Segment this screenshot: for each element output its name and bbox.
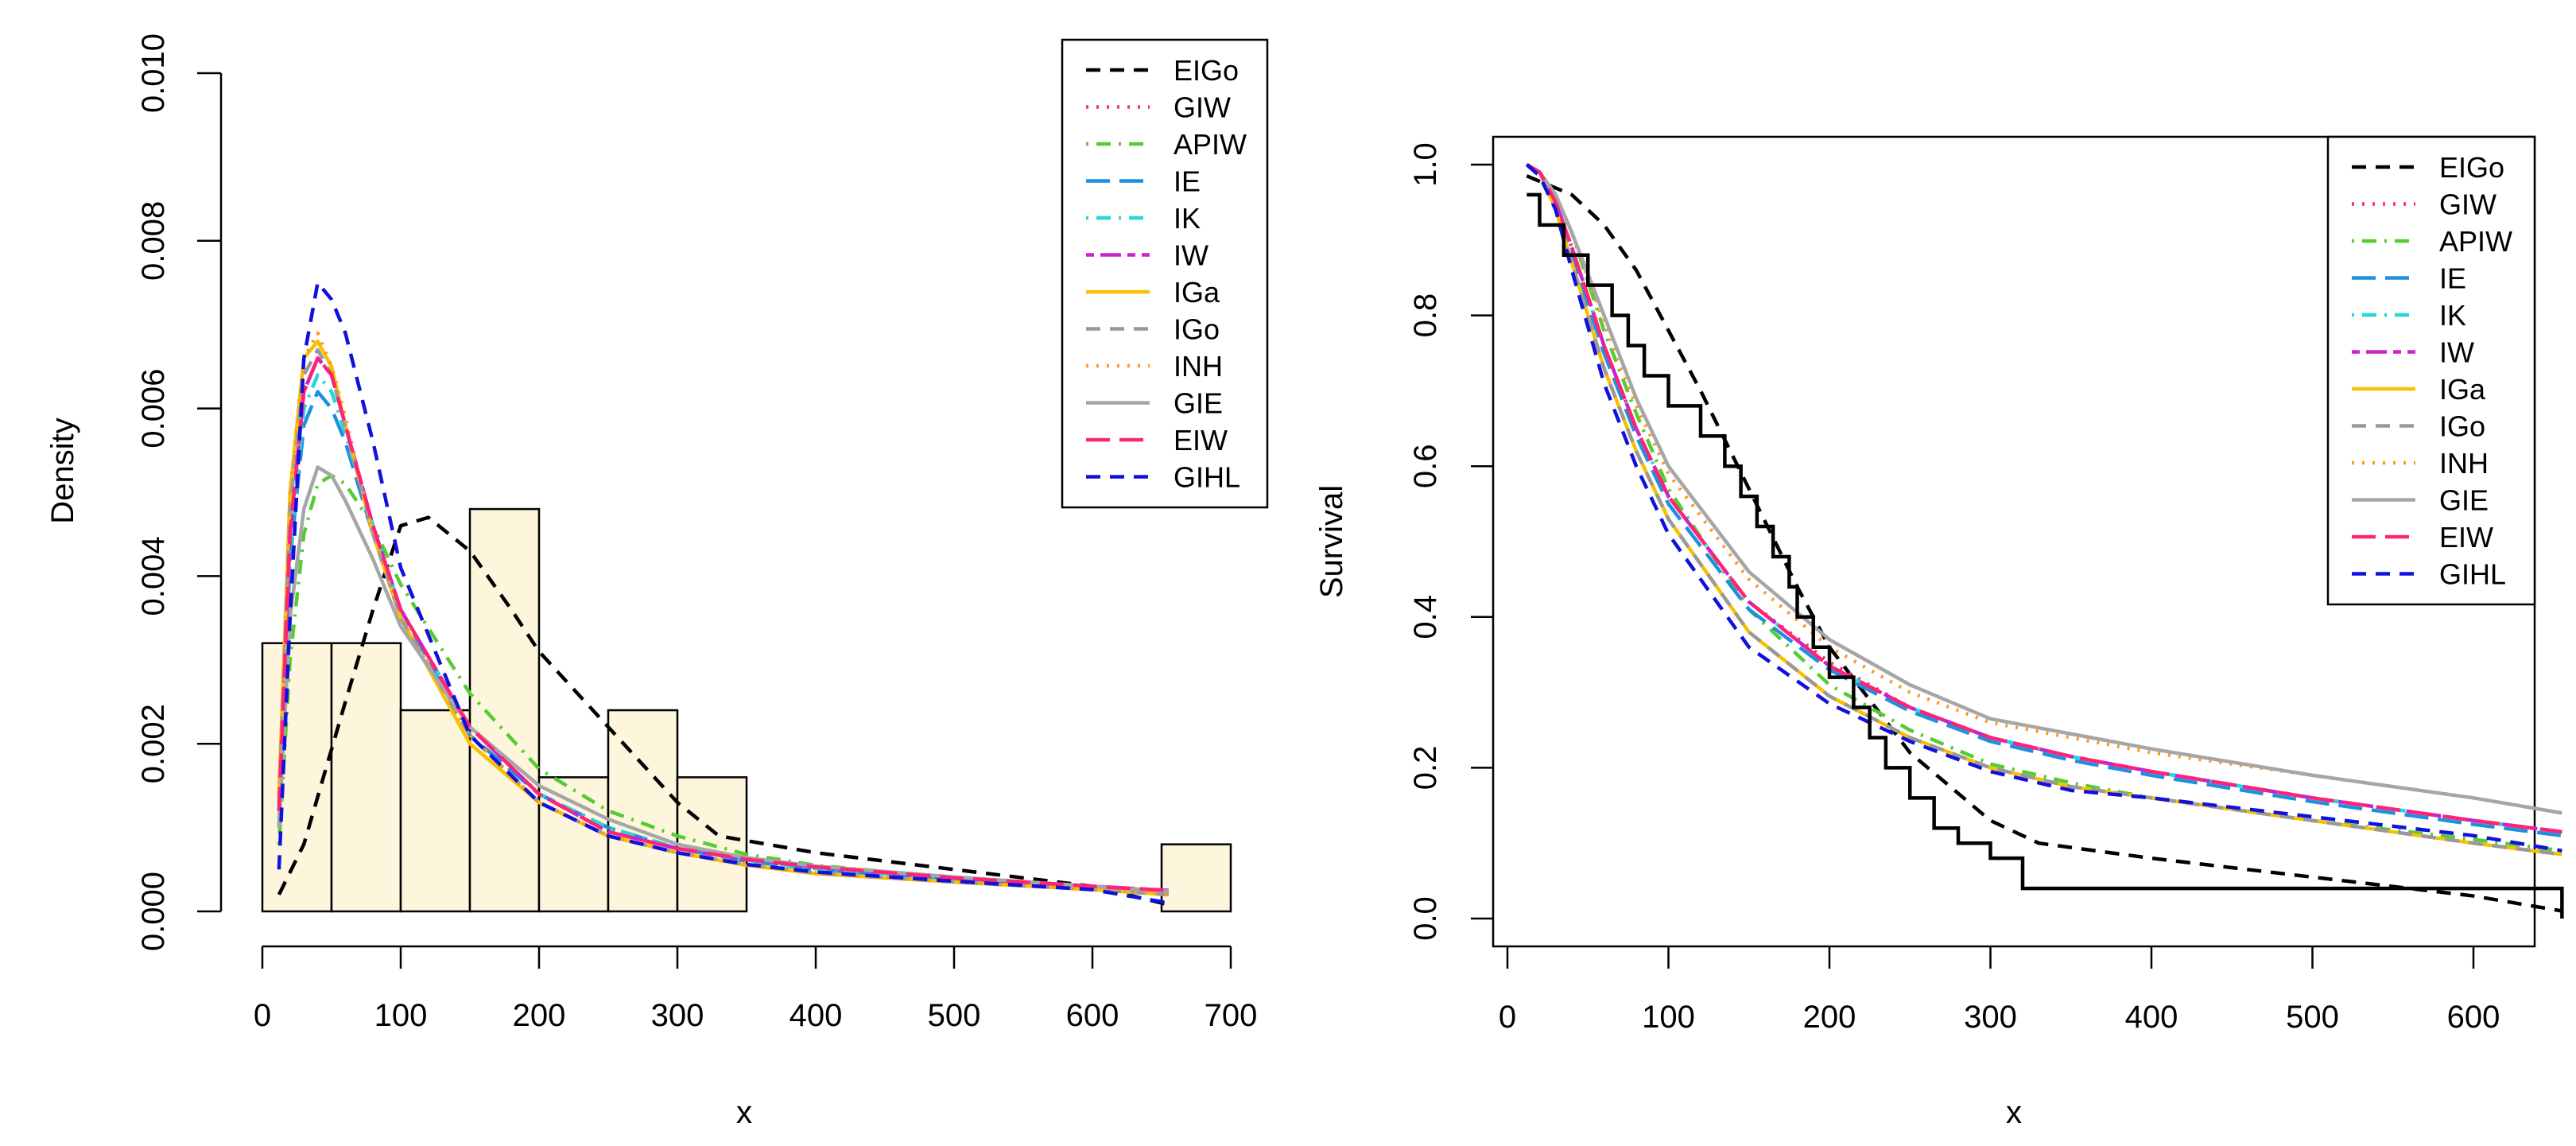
density-y-axis-label: Density (45, 418, 80, 523)
density-legend-label: GIW (1174, 91, 1231, 124)
density-x-axis-label: x (736, 1095, 752, 1130)
density-x-tick-label: 600 (1066, 998, 1119, 1033)
histogram-bar (607, 709, 679, 913)
density-x-tick-label: 300 (651, 998, 704, 1033)
histogram-bar (399, 709, 471, 913)
survival-legend-label: EIW (2439, 521, 2493, 554)
density-legend-label: IE (1174, 165, 1201, 198)
survival-x-tick-label: 600 (2447, 1000, 2500, 1035)
survival-curve-gihl (1525, 163, 2562, 853)
survival-y-tick-label: 0.4 (1408, 595, 1443, 639)
survival-y-tick-label: 0.0 (1408, 896, 1443, 941)
density-x-tick-label: 700 (1205, 998, 1258, 1033)
survival-legend-label: IGa (2439, 373, 2486, 406)
survival-legend-label: GIW (2439, 188, 2496, 221)
density-curve-eiw (277, 356, 1169, 892)
density-y-tick-label: 0.002 (136, 704, 171, 783)
survival-y-tick-label: 1.0 (1408, 142, 1443, 187)
density-panel: 0.000 0.002 0.004 0.006 0.008 0.010 0 100 200 300… (45, 33, 1269, 1130)
survival-legend-label: APIW (2439, 225, 2512, 258)
survival-legend: EIGo GIW APIW IE IK IW IGa IGo INH GIE EIW GIHL (2326, 135, 2536, 606)
survival-legend-label: GIHL (2439, 558, 2506, 591)
density-legend-label: INH (1174, 350, 1223, 383)
survival-legend-label: IGo (2439, 410, 2485, 443)
density-legend-label: EIGo (1174, 54, 1239, 87)
survival-y-tick-label: 0.6 (1408, 444, 1443, 488)
density-axes: 0.000 0.002 0.004 0.006 0.008 0.010 0 100 200 300… (136, 33, 1257, 1033)
density-y-tick-label: 0.008 (136, 201, 171, 281)
density-x-tick-label: 500 (928, 998, 981, 1033)
histogram-bar (261, 642, 333, 913)
density-y-tick-label: 0.004 (136, 536, 171, 616)
survival-y-axis-label: Survival (1314, 485, 1349, 598)
density-x-tick-label: 400 (789, 998, 843, 1033)
density-legend-label: APIW (1174, 128, 1247, 161)
density-legend: EIGo GIW APIW IE IK IW IGa IGo INH GIE EIW GIHL (1061, 38, 1269, 509)
survival-legend-box (2326, 135, 2536, 606)
survival-legend-label: EIGo (2439, 151, 2504, 184)
density-curve-ie (277, 390, 1169, 895)
density-curves (277, 281, 1170, 907)
density-legend-label: IGo (1174, 313, 1220, 346)
density-x-tick-label: 0 (254, 998, 271, 1033)
survival-legend-label: INH (2439, 447, 2489, 480)
density-y-tick-label: 0.010 (136, 33, 171, 113)
density-legend-label: IK (1174, 202, 1201, 235)
survival-curve-gie (1526, 163, 2562, 815)
density-x-tick-label: 100 (374, 998, 428, 1033)
histogram-bar (330, 642, 402, 913)
survival-legend-label: IK (2439, 299, 2466, 332)
survival-axes: 0.0 0.2 0.4 0.6 0.8 1.0 0 100 200 300 400 500 600 (1408, 142, 2500, 1035)
histogram-bar (1160, 843, 1232, 913)
density-curve-inh (277, 331, 1169, 897)
kaplan-meier-curve (1527, 192, 2564, 919)
survival-x-tick-label: 200 (1803, 1000, 1856, 1035)
survival-legend-label: GIE (2439, 484, 2489, 517)
density-curve-apiw (277, 473, 1169, 895)
kaplan-meier-step-line (1527, 192, 2564, 919)
survival-x-tick-label: 500 (2286, 1000, 2339, 1035)
survival-x-tick-label: 0 (1499, 1000, 1516, 1035)
density-x-tick-label: 200 (513, 998, 566, 1033)
density-legend-label: IW (1174, 239, 1208, 272)
density-legend-label: IGa (1174, 276, 1220, 309)
survival-x-tick-label: 400 (2125, 1000, 2178, 1035)
density-legend-label: GIHL (1174, 461, 1240, 494)
histogram-bar (468, 507, 541, 913)
survival-legend-label: IW (2439, 336, 2474, 369)
survival-y-tick-label: 0.8 (1408, 293, 1443, 338)
survival-legend-label: IE (2439, 262, 2466, 295)
density-curve-eigo (277, 515, 1170, 907)
density-legend-label: GIE (1174, 387, 1223, 420)
density-curve-iga (277, 340, 1169, 897)
survival-panel: 0.00.20.40.60.81.00 100 200 300 400 500 600 x … (1314, 135, 2564, 1130)
density-legend-box (1061, 38, 1269, 509)
density-y-tick-label: 0.006 (136, 369, 171, 449)
density-y-tick-label: 0.000 (136, 872, 171, 951)
survival-x-tick-label: 300 (1964, 1000, 2017, 1035)
survival-x-axis-label: x (2006, 1095, 2022, 1130)
survival-x-tick-label: 100 (1642, 1000, 1695, 1035)
survival-y-tick-label: 0.2 (1408, 746, 1443, 791)
density-legend-label: EIW (1174, 424, 1228, 456)
